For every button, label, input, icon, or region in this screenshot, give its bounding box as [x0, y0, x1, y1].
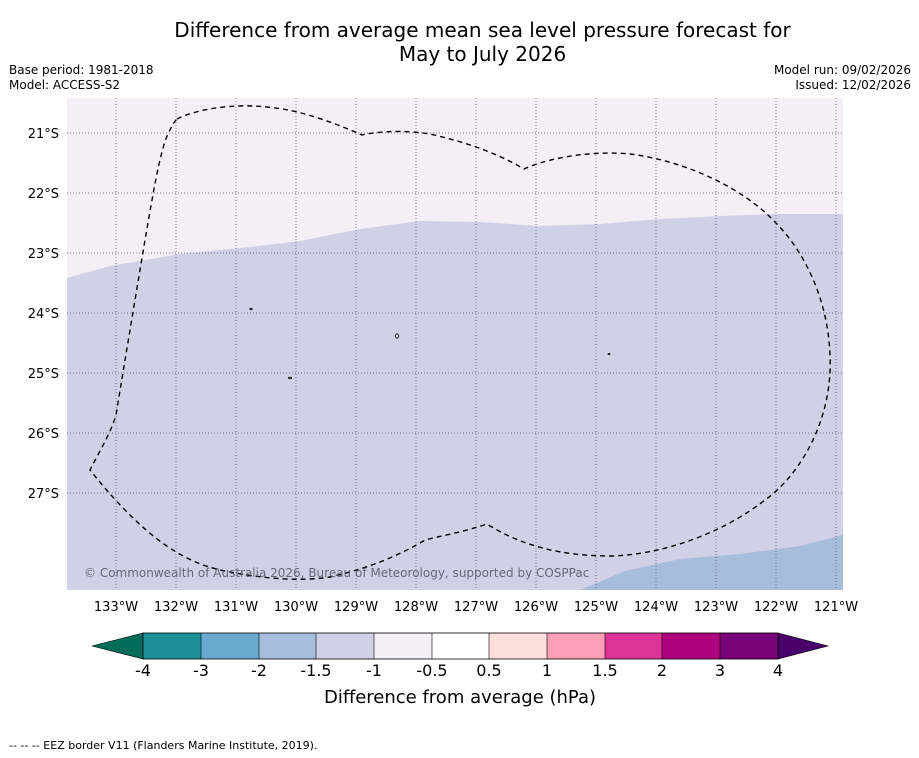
colorbar-tick: 4 — [773, 661, 783, 680]
lat-label: 22°S — [28, 187, 59, 202]
colorbar-tick: 3 — [715, 661, 725, 680]
colorbar-tick: -1 — [366, 661, 382, 680]
colorbar-arrow-high — [777, 632, 830, 660]
lon-label: 121°W — [814, 600, 858, 615]
footer-note: -- -- -- EEZ border V11 (Flanders Marine… — [9, 739, 318, 752]
lon-label: 130°W — [274, 600, 318, 615]
island-3 — [287, 376, 292, 380]
colorbar-tick: 0.5 — [476, 661, 501, 680]
colorbar-cell — [489, 633, 547, 659]
lon-label: 126°W — [514, 600, 558, 615]
lon-label: 128°W — [394, 600, 438, 615]
colorbar-tick: -0.5 — [416, 661, 447, 680]
lat-label: 24°S — [28, 307, 59, 322]
copyright-text: © Commonwealth of Australia 2026, Bureau… — [84, 566, 589, 580]
lon-label: 125°W — [574, 600, 618, 615]
colorbar-cell — [547, 633, 605, 659]
model-run: Model run: 09/02/2026 — [773, 63, 911, 77]
colorbar-tick: -3 — [193, 661, 209, 680]
lon-label: 123°W — [694, 600, 738, 615]
colorbar-cell — [316, 633, 374, 659]
colorbar-cell — [201, 633, 259, 659]
colorbar-tick: -1.5 — [300, 661, 331, 680]
lon-label: 129°W — [334, 600, 378, 615]
title-line-2: May to July 2026 — [398, 42, 567, 66]
lat-label: 21°S — [28, 127, 59, 142]
map-panel: © Commonwealth of Australia 2026, Bureau… — [67, 98, 843, 590]
lon-label: 122°W — [754, 600, 798, 615]
colorbar-tick: 1 — [542, 661, 552, 680]
lon-label: 127°W — [454, 600, 498, 615]
colorbar-tick: 1.5 — [592, 661, 617, 680]
latitude-labels: 21°S 22°S 23°S 24°S 25°S 26°S 27°S — [28, 127, 59, 502]
colorbar-ticks: -4 -3 -2 -1.5 -1 -0.5 0.5 1 1.5 2 3 4 — [135, 661, 783, 680]
island-2 — [394, 333, 399, 339]
graticule — [67, 98, 843, 590]
island-4 — [607, 352, 611, 355]
meta-left: Base period: 1981-2018 Model: ACCESS-S2 — [9, 63, 154, 93]
colorbar-cell — [432, 633, 489, 659]
lat-label: 25°S — [28, 367, 59, 382]
lon-label: 132°W — [154, 600, 198, 615]
title-line-1: Difference from average mean sea level p… — [174, 18, 791, 42]
colorbar-tick: 2 — [657, 661, 667, 680]
meta-right: Model run: 09/02/2026 Issued: 12/02/2026 — [774, 63, 911, 93]
longitude-labels: 133°W 132°W 131°W 130°W 129°W 128°W 127°… — [94, 600, 858, 615]
chart-title: Difference from average mean sea level p… — [80, 18, 885, 66]
colorbar-cell — [374, 633, 432, 659]
colorbar-label: Difference from average (hPa) — [324, 687, 596, 708]
colorbar-tick: -4 — [135, 661, 151, 680]
colorbar-cell — [662, 633, 720, 659]
region-lavender — [67, 214, 843, 590]
island-1 — [249, 307, 253, 311]
lat-label: 27°S — [28, 487, 59, 502]
colorbar-cell — [605, 633, 662, 659]
region-blue-grey — [580, 535, 843, 590]
colorbar-cell — [720, 633, 778, 659]
islands — [249, 307, 611, 380]
colorbar-cell — [259, 633, 316, 659]
issued-date: Issued: 12/02/2026 — [795, 78, 911, 92]
base-period: Base period: 1981-2018 — [9, 63, 154, 77]
colorbar: -4 -3 -2 -1.5 -1 -0.5 0.5 1 1.5 2 3 4 Di… — [91, 632, 830, 708]
lat-label: 23°S — [28, 247, 59, 262]
lon-label: 124°W — [634, 600, 678, 615]
lon-label: 133°W — [94, 600, 138, 615]
lon-label: 131°W — [214, 600, 258, 615]
eez-border — [89, 105, 831, 580]
colorbar-frame — [142, 632, 779, 660]
colorbar-arrow-low — [91, 632, 144, 660]
colorbar-cell — [143, 633, 201, 659]
colorbar-tick: -2 — [251, 661, 267, 680]
colorbar-dividers — [200, 633, 721, 659]
model-name: Model: ACCESS-S2 — [9, 78, 121, 92]
lat-label: 26°S — [28, 427, 59, 442]
